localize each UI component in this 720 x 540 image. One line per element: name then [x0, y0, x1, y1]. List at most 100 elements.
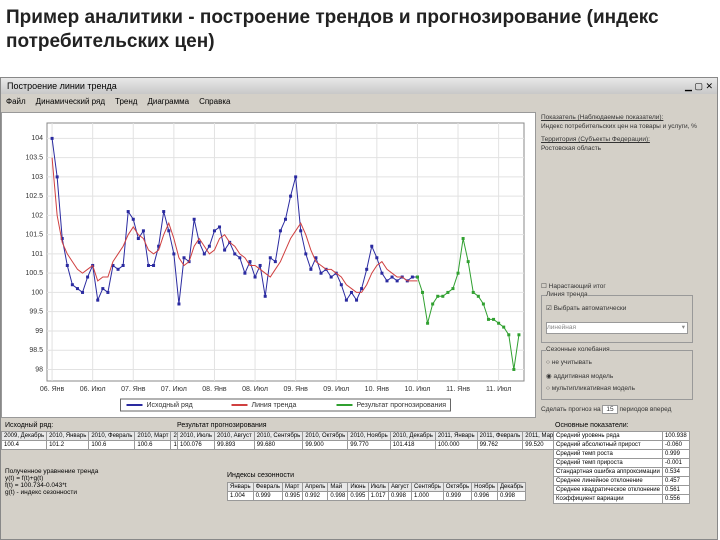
- table-cell: 0.995: [347, 491, 369, 501]
- radio[interactable]: ○ мультипликативная модель: [546, 385, 635, 392]
- y-tick-label: 98.5: [29, 347, 43, 354]
- table-cell: 0.999: [442, 491, 473, 501]
- table-cell: 99.680: [253, 440, 304, 450]
- point: [390, 275, 394, 279]
- table-cell: 99.770: [347, 440, 391, 450]
- point: [385, 279, 389, 283]
- title-bar: Построение линии тренда ▁ ▢ ✕: [1, 78, 717, 94]
- spin-input[interactable]: 15: [602, 405, 618, 414]
- label[interactable]: Показатель (Наблюдаемые показатели):: [541, 114, 664, 121]
- table-header: Апрель: [301, 482, 329, 492]
- point: [55, 175, 59, 179]
- radio[interactable]: ○ не учитывать: [546, 359, 592, 366]
- chart-panel: 98 98.5 99 99.5 100 100.5 101 101.5 102 102.5 103 1…: [1, 112, 536, 418]
- point: [75, 287, 79, 291]
- point: [299, 229, 303, 233]
- label: Индекс потребительских цен на товары и у…: [541, 123, 697, 130]
- table-header: 2010, Август: [214, 431, 255, 441]
- menu-item[interactable]: Справка: [199, 97, 231, 106]
- app-window: Построение линии тренда ▁ ▢ ✕ Файл Динами…: [0, 77, 718, 540]
- table-header: Октябрь: [442, 482, 473, 492]
- table-cell: 1.004: [227, 491, 254, 501]
- point: [172, 252, 176, 256]
- point: [380, 271, 384, 275]
- table-row: Средний абсолютный прирост -0.060: [553, 440, 690, 450]
- x-tick-label: 07. Июл: [161, 386, 187, 393]
- point: [273, 260, 277, 264]
- plot-area: [46, 122, 525, 382]
- menu-item[interactable]: Динамический ряд: [35, 97, 106, 106]
- table-cell: -0.001: [661, 458, 690, 468]
- table-cell: 0.998: [327, 491, 349, 501]
- y-tick-label: 103: [31, 174, 43, 181]
- table-row: 1.004 0.999 0.995 0.992 0.998 0.995 1.017 0.998…: [227, 491, 527, 501]
- point: [238, 256, 242, 260]
- label: Основные показатели:: [555, 422, 629, 429]
- point: [263, 294, 267, 298]
- table-header: 2010, Март: [134, 431, 172, 441]
- legend-label: Исходный ряд: [147, 401, 193, 409]
- table-row: Стандартная ошибка аппроксимации 0.534: [553, 467, 690, 477]
- table-cell: 1.000: [411, 491, 444, 501]
- point: [126, 210, 130, 214]
- window-buttons[interactable]: ▁ ▢ ✕: [685, 81, 713, 91]
- point: [512, 367, 516, 371]
- y-tick-label: 100: [31, 289, 43, 296]
- point: [243, 271, 247, 275]
- radio[interactable]: ◉ аддитивная модель: [546, 373, 614, 380]
- label: y(t) = f(t)+g(t): [5, 475, 44, 482]
- point: [141, 229, 145, 233]
- point: [314, 256, 318, 260]
- point: [461, 237, 465, 241]
- table-cell: Среднее квадратическое отклонение: [553, 485, 663, 495]
- legend-label: Линия тренда: [252, 402, 297, 409]
- table-cell: 0.998: [387, 491, 413, 501]
- label: периодов вперед: [619, 406, 672, 413]
- menu-item[interactable]: Файл: [6, 97, 26, 106]
- table-header: 2009, Декабрь: [0, 431, 48, 441]
- point: [101, 287, 105, 291]
- table-cell: 0.999: [661, 449, 690, 459]
- point: [182, 256, 186, 260]
- label[interactable]: Территория (Субъекты Федерации):: [541, 136, 650, 143]
- point: [349, 290, 353, 294]
- point: [294, 175, 298, 179]
- table-cell: 99.762: [476, 440, 524, 450]
- chart: 98 98.5 99 99.5 100 100.5 101 101.5 102 102.5 103 1…: [25, 122, 525, 412]
- point: [360, 287, 364, 291]
- table-cell: Средний уровень ряда: [553, 431, 663, 441]
- table-row: Средний темп роста 0.999: [553, 449, 690, 459]
- table-row: Среднее квадратическое отклонение 0.561: [553, 485, 690, 495]
- point: [497, 321, 501, 325]
- checkbox[interactable]: ☐ Нарастающий итог: [541, 283, 606, 290]
- dropdown[interactable]: линейная ▾: [546, 322, 688, 334]
- table-row: Средний темп прироста -0.001: [553, 458, 690, 468]
- point: [410, 275, 414, 279]
- checkbox[interactable]: ☑ Выбрать автоматически: [546, 305, 627, 312]
- table-cell: Среднее линейное отклонение: [553, 476, 663, 486]
- point: [121, 263, 125, 267]
- point: [339, 283, 343, 287]
- point: [253, 275, 257, 279]
- table-header: Июнь: [347, 482, 369, 492]
- menu-item[interactable]: Тренд: [115, 97, 138, 106]
- table-header: Сентябрь: [411, 482, 444, 492]
- forecast-row: Сделать прогноз на 15 периодов вперед: [541, 405, 672, 414]
- point: [218, 225, 222, 229]
- table-cell: 0.561: [661, 485, 690, 495]
- table-cell: -0.060: [661, 440, 690, 450]
- group-title: Линия тренда: [546, 291, 588, 298]
- menu-bar: Файл Динамический ряд Тренд Диаграмма Справк…: [1, 95, 717, 109]
- point: [192, 217, 196, 221]
- y-tick-label: 99.5: [29, 309, 43, 316]
- table-cell: Средний темп прироста: [553, 458, 663, 468]
- point: [60, 237, 64, 241]
- table-header: Март: [281, 482, 303, 492]
- label: Выбрать автоматически: [553, 305, 627, 312]
- point: [395, 279, 399, 283]
- x-tick-label: 09. Июл: [323, 386, 349, 393]
- table-cell: Коэффициент вариации: [553, 494, 663, 504]
- x-tick-label: 06. Янв: [40, 386, 65, 393]
- y-tick-label: 104: [31, 135, 43, 142]
- menu-item[interactable]: Диаграмма: [147, 97, 190, 106]
